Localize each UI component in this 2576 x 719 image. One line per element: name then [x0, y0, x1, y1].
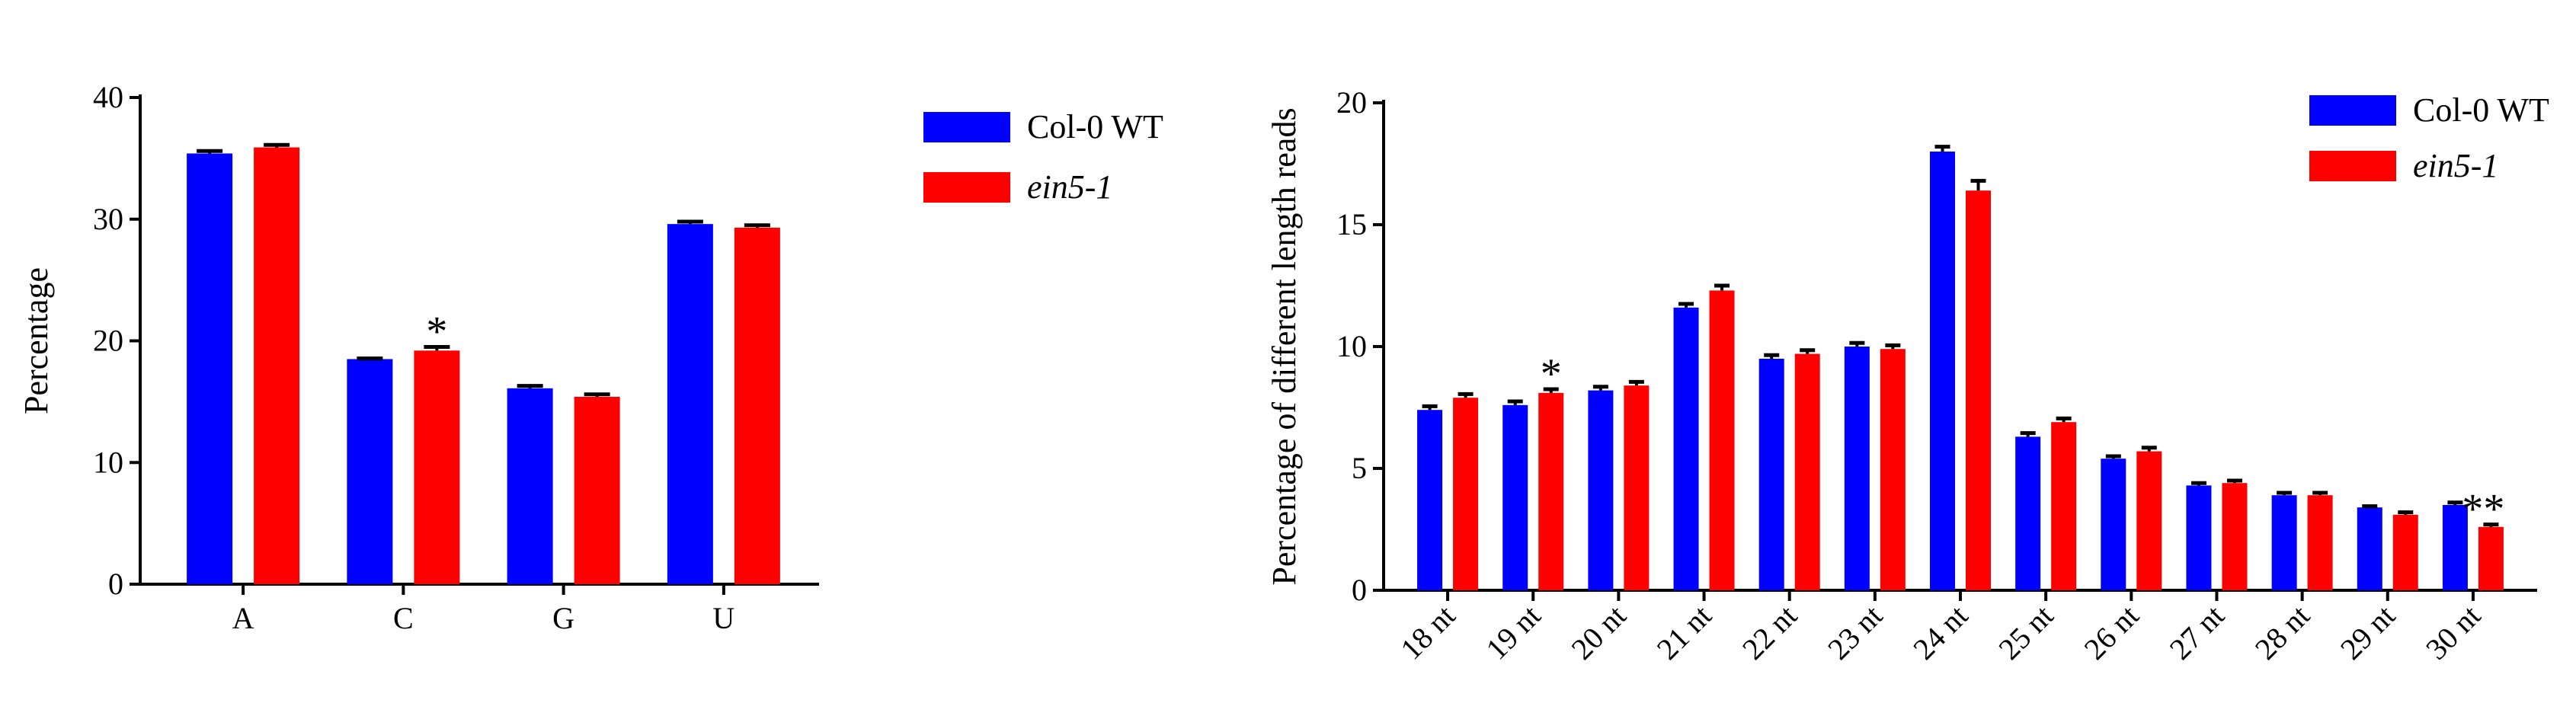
x-tick-label: A [232, 601, 254, 635]
x-tick-label: 25 nt [1992, 599, 2059, 666]
x-tick-label: 30 nt [2419, 599, 2487, 666]
legend-label: ein5-1 [2413, 147, 2498, 184]
bar-26-nt-ein5-1 [2136, 451, 2162, 590]
bar-22-nt-col-0-wt [1758, 359, 1784, 590]
bar-29-nt-ein5-1 [2392, 514, 2418, 590]
bar-18-nt-col-0-wt [1417, 410, 1443, 590]
x-tick-label: 23 nt [1821, 599, 1889, 666]
bar-23-nt-col-0-wt [1844, 347, 1870, 590]
significance-marker: * [1541, 350, 1562, 398]
x-tick-label: 22 nt [1736, 599, 1803, 666]
x-tick-label: U [712, 601, 734, 635]
y-tick-label: 10 [93, 445, 123, 479]
x-tick-label: 24 nt [1906, 599, 1974, 666]
bar-27-nt-ein5-1 [2222, 483, 2248, 590]
legend-swatch-ein5-1 [2309, 151, 2396, 181]
y-tick-label: 40 [93, 80, 123, 114]
bar-25-nt-col-0-wt [2015, 436, 2041, 590]
x-tick-label: 29 nt [2334, 599, 2402, 666]
bar-23-nt-ein5-1 [1880, 349, 1906, 590]
x-tick-label: 21 nt [1650, 599, 1718, 666]
legend-swatch-col-0-wt [923, 112, 1010, 142]
bar-c-col-0-wt [347, 359, 393, 584]
bar-29-nt-col-0-wt [2357, 507, 2382, 590]
legend-swatch-ein5-1 [923, 172, 1010, 203]
bar-26-nt-col-0-wt [2101, 459, 2126, 590]
legend-swatch-col-0-wt [2309, 95, 2396, 126]
bar-20-nt-col-0-wt [1588, 390, 1614, 590]
y-tick-label: 0 [108, 567, 123, 601]
legend-label: ein5-1 [1027, 168, 1112, 206]
bar-21-nt-ein5-1 [1709, 290, 1735, 590]
y-tick-label: 20 [1336, 85, 1367, 120]
legend-label: Col-0 WT [1027, 108, 1163, 145]
bar-25-nt-ein5-1 [2051, 422, 2077, 590]
significance-marker: ** [2462, 486, 2504, 533]
x-tick-label: C [393, 601, 414, 635]
x-tick-label: 27 nt [2163, 599, 2231, 666]
bar-a-col-0-wt [187, 153, 233, 585]
bar-30-nt-ein5-1 [2478, 526, 2504, 590]
y-tick-label: 15 [1336, 207, 1367, 241]
bar-24-nt-ein5-1 [1966, 190, 1991, 590]
y-tick-label: 30 [93, 202, 123, 236]
bar-22-nt-ein5-1 [1794, 353, 1820, 590]
bar-u-col-0-wt [667, 224, 713, 584]
legend-label: Col-0 WT [2413, 91, 2549, 129]
bar-28-nt-col-0-wt [2271, 495, 2297, 590]
significance-marker: * [426, 308, 447, 355]
x-tick-label: 19 nt [1479, 599, 1547, 666]
bar-20-nt-ein5-1 [1624, 385, 1650, 590]
x-tick-label: 28 nt [2248, 599, 2316, 666]
bar-c-ein5-1 [414, 350, 460, 584]
y-tick-label: 10 [1336, 329, 1367, 363]
y-axis-label: Percentage of different length reads [1266, 107, 1303, 585]
bar-28-nt-ein5-1 [2307, 495, 2333, 590]
y-tick-label: 0 [1352, 573, 1367, 607]
bar-24-nt-col-0-wt [1930, 152, 1955, 590]
y-tick-label: 5 [1352, 451, 1367, 485]
y-tick-label: 20 [93, 324, 123, 358]
x-tick-label: 18 nt [1394, 599, 1461, 666]
bar-19-nt-ein5-1 [1538, 392, 1564, 590]
bar-30-nt-col-0-wt [2442, 505, 2468, 590]
bar-27-nt-col-0-wt [2186, 485, 2212, 590]
x-tick-label: G [552, 601, 574, 635]
bar-g-ein5-1 [574, 396, 620, 584]
y-axis-label: Percentage [18, 267, 55, 414]
bar-g-col-0-wt [507, 388, 553, 584]
x-tick-label: 20 nt [1565, 599, 1633, 666]
bar-a-ein5-1 [254, 147, 300, 584]
bar-21-nt-col-0-wt [1673, 307, 1699, 590]
bar-18-nt-ein5-1 [1453, 398, 1479, 590]
bar-u-ein5-1 [734, 227, 780, 584]
bar-19-nt-col-0-wt [1502, 404, 1528, 590]
x-tick-label: 26 nt [2077, 599, 2145, 666]
